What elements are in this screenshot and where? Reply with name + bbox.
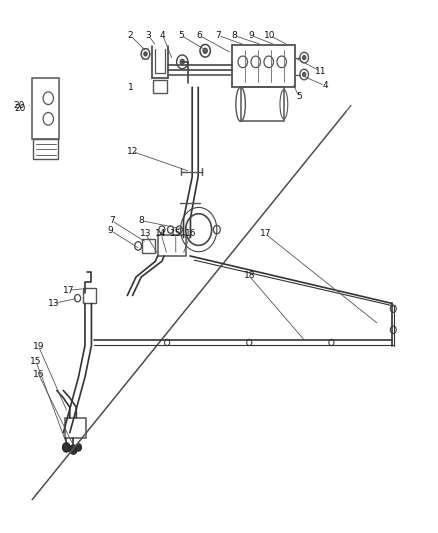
Text: 20: 20 <box>14 104 26 113</box>
Circle shape <box>69 445 77 454</box>
Text: 20: 20 <box>14 101 25 110</box>
Text: 7: 7 <box>109 216 115 225</box>
Text: 2: 2 <box>127 31 133 40</box>
Text: 8: 8 <box>138 216 144 225</box>
Text: 12: 12 <box>127 147 138 156</box>
Text: 15: 15 <box>30 357 42 366</box>
Text: 9: 9 <box>107 225 113 235</box>
Text: 9: 9 <box>248 31 254 40</box>
Text: 4: 4 <box>322 81 328 90</box>
Text: 17: 17 <box>63 286 74 295</box>
Text: 13: 13 <box>48 299 60 308</box>
Text: 7: 7 <box>215 31 221 40</box>
Circle shape <box>180 59 184 64</box>
Text: 13: 13 <box>140 229 151 238</box>
Text: 5: 5 <box>179 31 184 40</box>
Text: 1: 1 <box>127 83 133 92</box>
Circle shape <box>63 443 70 452</box>
Text: 16: 16 <box>185 229 197 238</box>
Text: 14: 14 <box>155 229 167 238</box>
Text: 10: 10 <box>264 31 276 40</box>
Text: 16: 16 <box>33 370 44 379</box>
Circle shape <box>303 72 306 77</box>
Text: 4: 4 <box>160 31 166 40</box>
Text: 15: 15 <box>170 229 181 238</box>
Circle shape <box>303 55 306 60</box>
Text: 3: 3 <box>146 31 152 40</box>
Text: 11: 11 <box>315 67 326 76</box>
Circle shape <box>144 52 147 56</box>
Text: 17: 17 <box>260 229 271 238</box>
Text: 18: 18 <box>244 271 255 280</box>
Text: 8: 8 <box>231 31 237 40</box>
Circle shape <box>75 443 81 451</box>
Text: 6: 6 <box>197 31 202 40</box>
Circle shape <box>203 48 207 53</box>
Text: 5: 5 <box>296 92 302 101</box>
Text: 19: 19 <box>33 342 44 351</box>
